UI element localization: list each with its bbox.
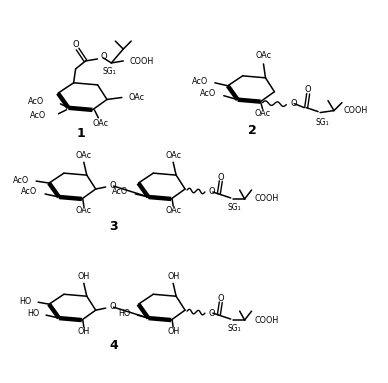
Text: AcO: AcO — [112, 188, 128, 196]
Text: O: O — [209, 188, 215, 196]
Text: OAc: OAc — [255, 51, 272, 61]
Text: OAc: OAc — [255, 109, 270, 118]
Text: O: O — [209, 309, 215, 318]
Text: O: O — [305, 85, 312, 94]
Text: O: O — [290, 99, 297, 108]
Text: O: O — [218, 294, 224, 303]
Text: HO: HO — [27, 309, 39, 318]
Text: 4: 4 — [109, 339, 118, 352]
Text: O: O — [218, 173, 224, 182]
Text: SG₁: SG₁ — [102, 67, 116, 76]
Text: HO: HO — [19, 297, 31, 306]
Text: OAc: OAc — [165, 206, 181, 215]
Text: OAc: OAc — [165, 151, 181, 160]
Text: SG₁: SG₁ — [228, 203, 241, 213]
Text: 3: 3 — [109, 220, 118, 233]
Text: OAc: OAc — [129, 93, 145, 102]
Text: AcO: AcO — [13, 175, 29, 185]
Text: AcO: AcO — [30, 111, 47, 120]
Text: AcO: AcO — [192, 77, 208, 86]
Text: O: O — [110, 302, 116, 311]
Text: OH: OH — [167, 327, 179, 337]
Text: O: O — [110, 180, 116, 190]
Text: HO: HO — [118, 309, 130, 318]
Text: SG₁: SG₁ — [228, 324, 241, 334]
Text: OH: OH — [167, 272, 179, 281]
Text: COOH: COOH — [255, 316, 279, 324]
Text: 1: 1 — [76, 127, 85, 140]
Text: O: O — [72, 39, 79, 49]
Text: 2: 2 — [248, 124, 257, 137]
Text: COOH: COOH — [344, 106, 368, 115]
Text: AcO: AcO — [21, 188, 37, 196]
Text: OH: OH — [78, 327, 90, 337]
Text: O: O — [100, 52, 107, 62]
Text: OAc: OAc — [76, 151, 92, 160]
Text: COOH: COOH — [129, 57, 154, 66]
Text: SG₁: SG₁ — [315, 118, 329, 127]
Text: OH: OH — [78, 272, 90, 281]
Text: AcO: AcO — [28, 97, 45, 106]
Text: AcO: AcO — [199, 89, 216, 98]
Text: OAc: OAc — [92, 119, 108, 128]
Text: COOH: COOH — [255, 195, 279, 203]
Text: OAc: OAc — [76, 206, 92, 215]
